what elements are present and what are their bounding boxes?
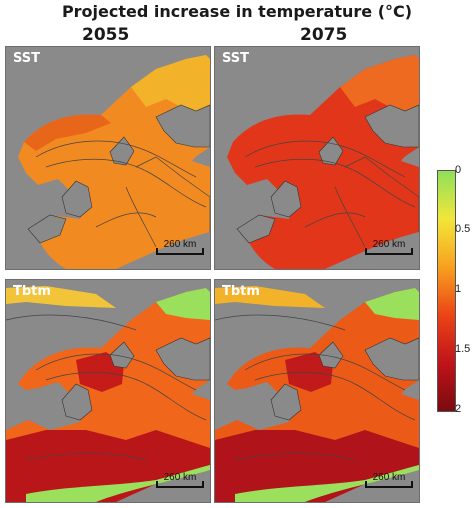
tbtm-2055-map-graphic bbox=[6, 286, 210, 502]
scale-bar-label: 260 km bbox=[163, 472, 197, 483]
colorbar-tick: 2 bbox=[455, 403, 462, 415]
scale-bar-label: 260 km bbox=[163, 239, 197, 250]
year-2055-header: 2055 bbox=[82, 25, 130, 45]
tbtm-2075-map-graphic bbox=[215, 286, 419, 502]
scale-bar: 260 km bbox=[365, 239, 413, 259]
scale-bar: 260 km bbox=[365, 472, 413, 492]
map-sst-2055: SST 260 km bbox=[5, 46, 211, 270]
colorbar-tick: 1.5 bbox=[455, 343, 471, 355]
panel-label: SST bbox=[222, 51, 250, 66]
sst-2075-map-graphic bbox=[227, 55, 419, 269]
map-tbtm-2075: Tbtm 260 km bbox=[214, 279, 420, 503]
scale-bar-label: 260 km bbox=[372, 472, 406, 483]
panel-label: Tbtm bbox=[222, 284, 260, 299]
colorbar-tick: 0 bbox=[455, 164, 462, 176]
panel-label: Tbtm bbox=[13, 284, 51, 299]
scale-bar-label: 260 km bbox=[372, 239, 406, 250]
figure-title: Projected increase in temperature (°C) bbox=[61, 2, 413, 21]
map-sst-2075: SST 260 km bbox=[214, 46, 420, 270]
colorbar bbox=[437, 170, 456, 412]
scale-bar: 260 km bbox=[156, 472, 204, 492]
panel-label: SST bbox=[13, 51, 41, 66]
scale-bar: 260 km bbox=[156, 239, 204, 259]
sst-2055-map-graphic bbox=[18, 55, 210, 269]
colorbar-tick: 0.5 bbox=[455, 223, 471, 235]
map-tbtm-2055: Tbtm 260 km bbox=[5, 279, 211, 503]
year-2075-header: 2075 bbox=[300, 25, 348, 45]
colorbar-tick: 1 bbox=[455, 283, 462, 295]
